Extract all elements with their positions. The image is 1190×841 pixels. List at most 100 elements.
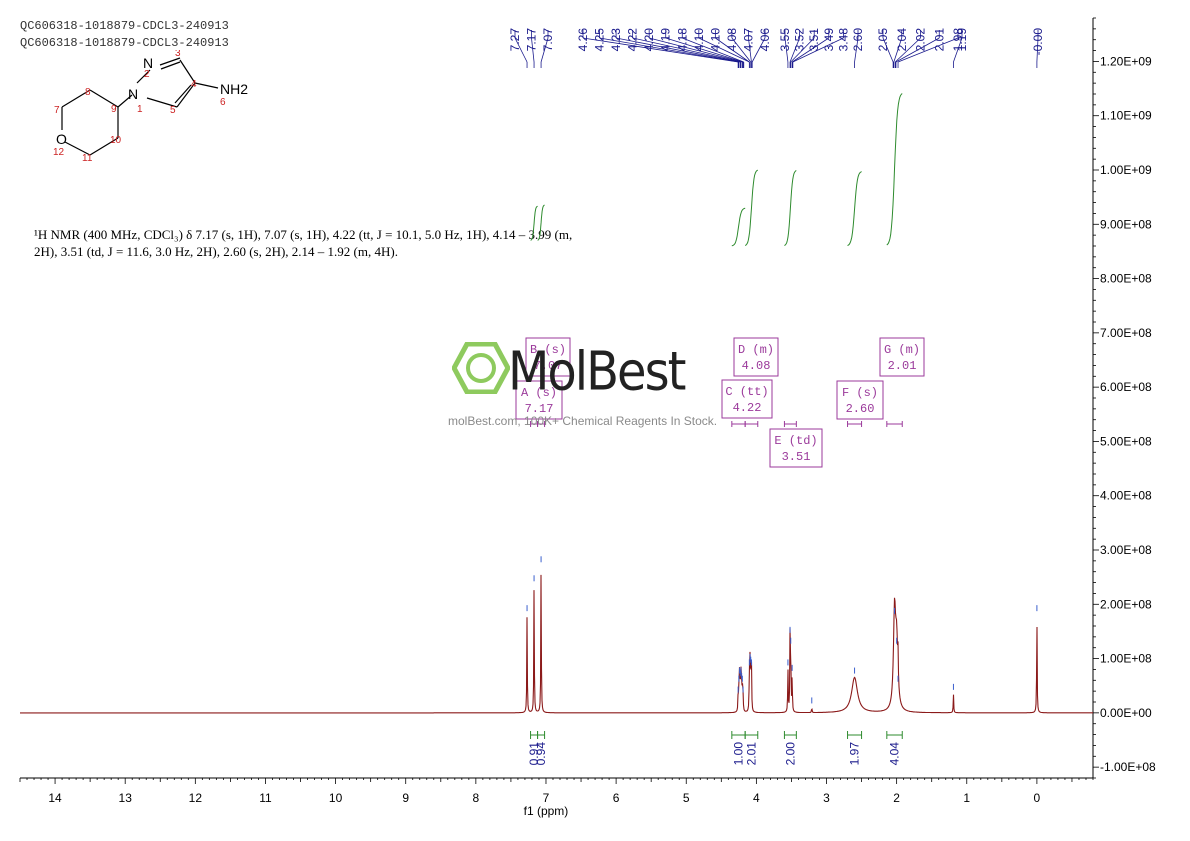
x-tick-label: 3	[823, 791, 830, 805]
y-tick-label: 0.00E+00	[1100, 706, 1152, 720]
peak-label: 4.10	[708, 28, 722, 52]
atom-number-6: 6	[220, 97, 226, 108]
nmr-description-line-1: ¹H NMR (400 MHz, CDCl₃) δ 7.17 (s, 1H), …	[34, 227, 573, 242]
peak-label: 4.25	[593, 28, 607, 52]
nmr-description-line-2: 2H), 3.51 (td, J = 11.6, 3.0 Hz, 2H), 2.…	[34, 244, 398, 259]
multiplet-box	[525, 337, 571, 377]
multiplet-boxes: A (s) 7.17 B (s) 7.07 C (tt) 4.22 D (m) 4.08 E (…	[515, 337, 925, 468]
peak-leader	[792, 37, 844, 63]
atom-number-8: 8	[85, 87, 91, 98]
peak-leader	[632, 37, 742, 63]
peak-label: 2.02	[914, 28, 928, 52]
integral-value: 0.94	[534, 742, 548, 766]
multiplet-shift: 7.17	[525, 402, 554, 416]
atom-number-11: 11	[82, 153, 93, 164]
multiplet-label: B (s)	[530, 343, 566, 357]
peak-label: 3.49	[822, 28, 836, 52]
atom-number-1: 1	[137, 104, 143, 115]
watermark-tagline: molBest.com, 100K+ Chemical Reagents In …	[448, 414, 718, 428]
peak-leader	[531, 37, 535, 63]
peak-label: 2.04	[895, 28, 909, 52]
peak-label: 4.10	[692, 28, 706, 52]
atom-number-9: 9	[111, 104, 117, 115]
y-tick-label: 1.00E+08	[1100, 652, 1152, 666]
spectrum-line	[20, 574, 1093, 714]
watermark-brand: MolBest	[508, 340, 686, 403]
y-tick-label: 1.10E+09	[1100, 109, 1152, 123]
multiplet-shift: 4.22	[733, 401, 762, 415]
integral-value: 1.97	[848, 742, 862, 766]
spectrum-trace	[20, 574, 1093, 714]
peak-label: 4.08	[725, 28, 739, 52]
x-tick-label: 13	[119, 791, 133, 805]
peak-leader	[1036, 37, 1039, 63]
peak-leader	[789, 37, 800, 63]
atom-n2: N	[143, 55, 153, 71]
multiplet-shift: 2.01	[888, 359, 917, 373]
peak-leader	[953, 37, 963, 63]
multiplet-label: G (m)	[884, 343, 920, 357]
integral-value: 2.01	[744, 742, 758, 766]
atom-number-7: 7	[54, 105, 60, 116]
integral-value: 0.91	[527, 742, 541, 766]
peak-label: 4.23	[609, 28, 623, 52]
x-tick-label: 0	[1034, 791, 1041, 805]
x-tick-label: 6	[613, 791, 620, 805]
peak-label: 4.18	[675, 28, 689, 52]
x-tick-label: 5	[683, 791, 690, 805]
integral-curve	[530, 205, 538, 241]
peak-leader	[894, 37, 921, 63]
integral-value: 2.00	[783, 742, 797, 766]
integral-value: 1.00	[731, 742, 745, 766]
integral-curve	[744, 169, 759, 246]
sample-id-line-1: QC606318-1018879-CDCL3-240913	[20, 19, 229, 33]
y-tick-label: 1.20E+09	[1100, 54, 1152, 68]
integral-curves	[530, 93, 903, 247]
multiplet-shift: 3.51	[782, 450, 811, 464]
peak-label: 4.20	[642, 28, 656, 52]
peak-leader	[854, 37, 859, 63]
peak-label: 7.07	[541, 28, 555, 52]
x-tick-label: 7	[543, 791, 550, 805]
peak-labels: 7.27 7.17 7.07 4.26 4.25 4.23 4.22 4.20 4.19 4.18…	[508, 28, 1045, 704]
y-tick-label: 1.00E+09	[1100, 163, 1152, 177]
x-tick-label: 14	[48, 791, 62, 805]
sample-id-line-2: QC606318-1018879-CDCL3-240913	[20, 36, 229, 50]
axes: 14 13 12 11 10 9 8 7 6 5 4 3 2 1 0f1 (ppm)-1.00E+080.0…	[19, 17, 1156, 818]
x-tick-label: 10	[329, 791, 343, 805]
y-tick-label: 8.00E+08	[1100, 272, 1152, 286]
multiplet-label: D (m)	[738, 343, 774, 357]
atom-number-4: 4	[191, 79, 197, 90]
peak-leader	[616, 37, 741, 63]
peak-label: 1.19	[955, 28, 969, 52]
peak-leader	[893, 37, 903, 63]
peak-leader	[731, 37, 752, 63]
peak-label: 4.26	[576, 28, 590, 52]
y-tick-label: 7.00E+08	[1100, 326, 1152, 340]
peak-label: 4.22	[626, 28, 640, 52]
y-tick-label: 3.00E+08	[1100, 543, 1152, 557]
x-tick-label: 11	[259, 791, 272, 805]
multiplet-box	[515, 380, 563, 420]
atom-number-5: 5	[170, 105, 176, 116]
peak-leader	[665, 37, 744, 63]
peak-leader	[649, 37, 743, 63]
peak-leader	[751, 37, 766, 63]
y-tick-label: -1.00E+08	[1100, 760, 1156, 774]
nmr-description: ¹H NMR (400 MHz, CDCl₃) δ 7.17 (s, 1H), …	[34, 226, 594, 260]
integral-curve	[886, 93, 903, 246]
integral-curve	[731, 207, 746, 247]
peak-leader	[682, 37, 744, 63]
peak-label: 4.06	[758, 28, 772, 52]
peak-leader	[895, 37, 940, 63]
integral-bars: 0.910.94 1.002.01 2.00 1.97 4.04	[527, 731, 903, 766]
multiplet-box	[769, 428, 823, 468]
x-tick-label: 1	[963, 791, 970, 805]
peak-leader	[791, 37, 830, 63]
peak-leader	[790, 37, 815, 63]
integral-value: 4.04	[888, 742, 902, 766]
peak-leader	[897, 37, 959, 63]
multiplet-label: E (td)	[774, 434, 817, 448]
peak-label: 1.98	[951, 28, 965, 52]
